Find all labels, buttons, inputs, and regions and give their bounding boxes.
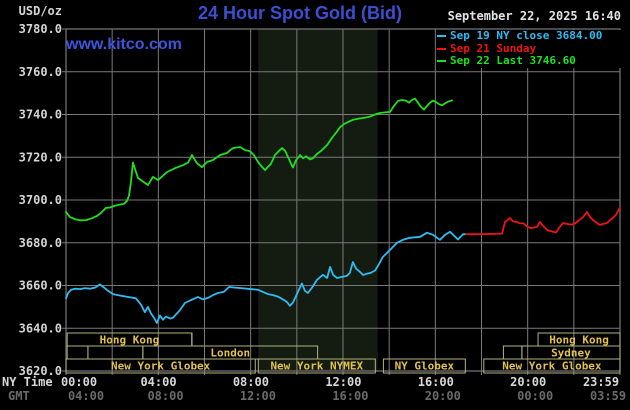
session-box [502,345,523,360]
x-axis-tick-label-ny: 00:00 [61,375,97,389]
x-axis-tick-label-gmt: 20:00 [425,389,461,403]
x-axis-tick-label-gmt: 12:00 [240,389,276,403]
x-axis-tick-label-ny: 23:59 [583,375,619,389]
session-box [65,358,256,374]
series-cyan [65,230,467,324]
y-axis-tick-label: 3760.0 [19,65,62,79]
legend: Sep 19 NY close 3684.00 Sep 21 Sunday Sep … [436,29,621,68]
legend-label: Sep 21 Sunday [450,41,537,55]
x-axis-tick-label-gmt: 03:59 [590,389,626,403]
chart-datetime: September 22, 2025 16:40 [447,9,621,23]
x-axis-tick-label-gmt: 16:00 [332,389,368,403]
y-axis-tick-label: 3660.0 [19,279,62,293]
y-axis-units-label: USD/oz [18,4,62,18]
legend-label: Sep 19 NY close 3684.00 [450,29,603,42]
session-label: New York NYMEX [270,360,363,373]
y-axis-tick-label: 3740.0 [19,108,62,122]
chart-title: 24 Hour Spot Gold (Bid) [198,3,402,23]
session-label: New York Globex [111,360,211,373]
legend-dash-icon [437,60,446,63]
legend-dash-icon [437,47,446,50]
session-box [87,345,144,360]
legend-label: Sep 22 Last 3746.60 [450,54,576,68]
x-axis-tick-label-gmt: 04:00 [68,389,104,403]
x-axis-tick-label-ny: 20:00 [510,375,546,389]
legend-dash-icon [437,35,446,38]
y-axis-tick-label: 3640.0 [19,321,62,335]
session-label: New York Globex [502,360,602,373]
x-axis-tick-label-ny: 16:00 [418,375,454,389]
x-axis-tick-label-gmt: 00:00 [517,389,553,403]
y-axis-tick-label: 3680.0 [19,236,62,250]
x-axis-tick-label-gmt: 08:00 [147,389,183,403]
session-label: London [210,347,250,360]
x-axis-ny-time-label: NY Time [2,375,53,389]
session-box [382,358,466,374]
x-axis-gmt-label: GMT [8,389,30,403]
series-red [465,206,621,236]
kitco-watermark: www.kitco.com [66,36,182,53]
y-axis-tick-label: 3720.0 [19,150,62,164]
y-axis-tick-label: 3700.0 [19,193,62,207]
legend-item: Sep 21 Sunday [436,41,621,56]
x-axis-tick-label-ny: 12:00 [325,375,361,389]
y-axis-tick-label: 3780.0 [19,22,62,36]
session-label: NY Globex [395,360,455,373]
plot-border [65,28,621,372]
legend-item: Sep 22 Last 3746.60 [436,55,621,68]
session-box [257,358,376,374]
session-box [66,345,89,360]
legend-item: Sep 19 NY close 3684.00 [436,29,621,43]
y-axis-tick-label: 3620.0 [19,364,62,378]
x-axis-tick-label-ny: 04:00 [140,375,176,389]
x-axis-tick-label-ny: 08:00 [233,375,269,389]
series-green [65,97,453,222]
session-label: Hong Kong [100,334,160,347]
session-box [483,358,621,374]
session-label: Sydney [551,347,591,360]
session-label: Hong Kong [549,334,609,347]
